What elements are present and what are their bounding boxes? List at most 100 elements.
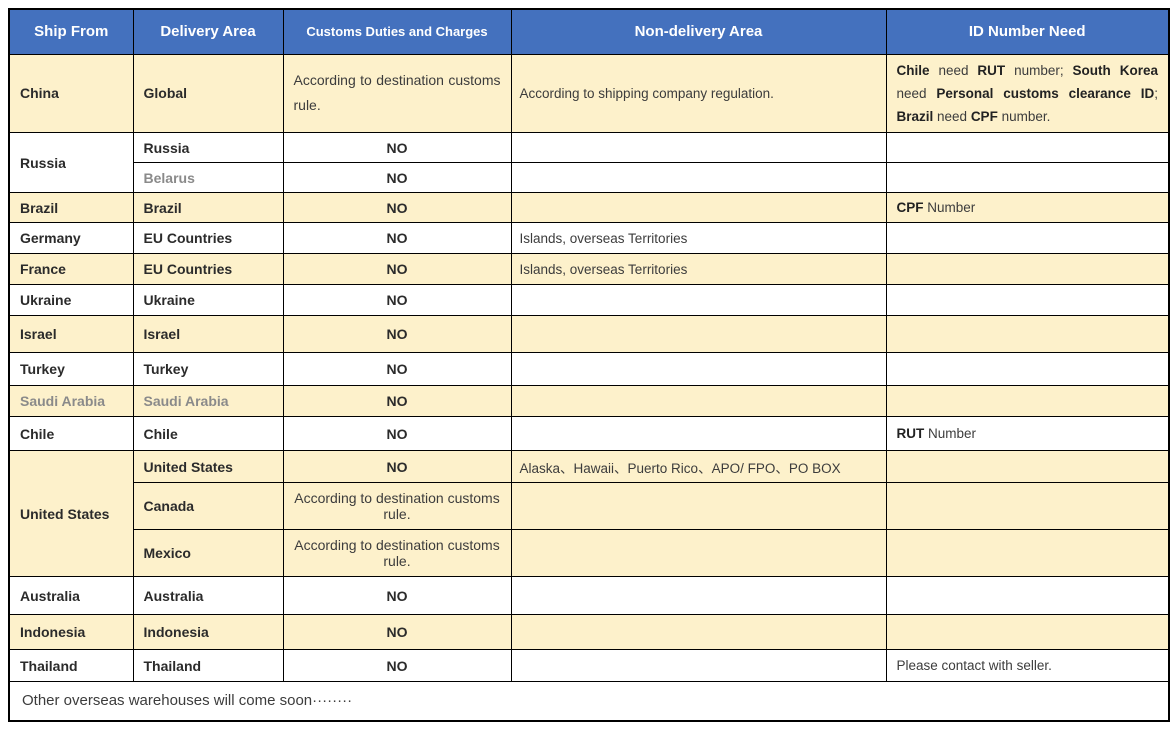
table-row: Ukraine Ukraine NO bbox=[8, 284, 1170, 317]
id-text-bold: Personal customs clearance ID bbox=[936, 85, 1155, 101]
id-text-bold: RUT bbox=[896, 426, 925, 442]
cell-ship-from: Thailand bbox=[8, 649, 134, 683]
cell-id-number-need bbox=[885, 253, 1170, 286]
cell-id-number-need: Chile need RUT number; South Korea need … bbox=[885, 53, 1170, 134]
table-row: United States United States NO Alaska、Hawai… bbox=[8, 450, 1170, 578]
cell-id-number-need: Please contact with seller. bbox=[885, 649, 1170, 683]
table-row: Israel Israel NO bbox=[8, 315, 1170, 354]
cell-customs-duties: NO bbox=[282, 450, 512, 484]
cell-ship-from: Saudi Arabia bbox=[8, 385, 134, 418]
table-head: Ship From Delivery Area Customs Duties and… bbox=[8, 8, 1170, 55]
cell-id-number-need bbox=[885, 222, 1170, 255]
cell-delivery-area: Ukraine bbox=[132, 284, 284, 317]
cell-id-number-need bbox=[885, 284, 1170, 317]
cell-id-number-need bbox=[885, 132, 1170, 164]
table-row: Brazil Brazil NO CPF Number bbox=[8, 192, 1170, 224]
cell-delivery-area: Brazil bbox=[132, 192, 284, 224]
table-row: Indonesia Indonesia NO bbox=[8, 614, 1170, 651]
table-row: Russia Russia NO bbox=[8, 132, 1170, 194]
table-row: Mexico According to destination customs r… bbox=[9, 529, 1170, 578]
id-text-bold: South Korea bbox=[1072, 62, 1158, 78]
cell-customs-duties: According to destination customs rule. bbox=[282, 482, 512, 531]
cell-non-delivery-area bbox=[510, 529, 887, 578]
cell-ship-from: Australia bbox=[8, 576, 134, 616]
table-row: Canada According to destination customs r… bbox=[9, 482, 1170, 531]
cell-delivery-area: Canada bbox=[132, 482, 284, 531]
cell-delivery-area: United States bbox=[132, 450, 284, 484]
cell-non-delivery-area bbox=[510, 385, 887, 418]
cell-customs-duties: NO bbox=[282, 253, 512, 286]
cell-customs-duties: NO bbox=[282, 576, 512, 616]
table-row: Thailand Thailand NO Please contact with se… bbox=[8, 649, 1170, 683]
cell-delivery-area: Mexico bbox=[132, 529, 284, 578]
col-header-delivery-area: Delivery Area bbox=[132, 8, 284, 55]
cell-ship-from: Chile bbox=[8, 416, 134, 452]
table-row: China Global According to destination cust… bbox=[8, 53, 1170, 134]
shipping-info-table: Ship From Delivery Area Customs Duties and… bbox=[8, 8, 1170, 722]
cell-ship-from: Brazil bbox=[8, 192, 134, 224]
cell-delivery-area: Chile bbox=[132, 416, 284, 452]
cell-non-delivery-area: Alaska、Hawaii、Puerto Rico、APO/ FPO、PO BO… bbox=[510, 450, 887, 484]
id-text-bold: RUT bbox=[977, 62, 1006, 78]
cell-customs-duties: NO bbox=[282, 416, 512, 452]
cell-delivery-area: Australia bbox=[132, 576, 284, 616]
col-header-customs-duties: Customs Duties and Charges bbox=[282, 8, 512, 55]
cell-customs-duties: NO bbox=[282, 614, 512, 651]
cell-non-delivery-area bbox=[510, 315, 887, 354]
cell-customs-duties: According to destination customs rule. bbox=[282, 529, 512, 578]
cell-id-number-need bbox=[885, 162, 1170, 194]
table-row: Australia Australia NO bbox=[8, 576, 1170, 616]
cell-ship-from: France bbox=[8, 253, 134, 286]
cell-ship-from: Russia bbox=[8, 132, 134, 194]
cell-non-delivery-area bbox=[510, 614, 887, 651]
col-header-id-number-need: ID Number Need bbox=[885, 8, 1170, 55]
cell-non-delivery-area bbox=[510, 416, 887, 452]
cell-id-number-need bbox=[885, 614, 1170, 651]
cell-non-delivery-area bbox=[510, 162, 887, 194]
cell-delivery-area: Indonesia bbox=[132, 614, 284, 651]
cell-customs-duties: NO bbox=[282, 284, 512, 317]
cell-non-delivery-area: Islands, overseas Territories bbox=[510, 222, 887, 255]
cell-id-number-need bbox=[885, 576, 1170, 616]
cell-non-delivery-area: According to shipping company regulation… bbox=[510, 53, 887, 134]
cell-delivery-area: Saudi Arabia bbox=[132, 385, 284, 418]
id-text-bold: Chile bbox=[896, 62, 930, 78]
table-row: Saudi Arabia Saudi Arabia NO bbox=[8, 385, 1170, 418]
cell-customs-duties: According to destination customs rule. bbox=[282, 53, 512, 134]
footer-row: Other overseas warehouses will come soon… bbox=[8, 681, 1170, 722]
cell-ship-from: Ukraine bbox=[8, 284, 134, 317]
table-row: France EU Countries NO Islands, overseas Te… bbox=[8, 253, 1170, 286]
cell-ship-from: Israel bbox=[8, 315, 134, 354]
cell-customs-duties: NO bbox=[282, 649, 512, 683]
id-text: need bbox=[933, 108, 971, 124]
cell-delivery-area: EU Countries bbox=[132, 253, 284, 286]
cell-delivery-area: Turkey bbox=[132, 352, 284, 387]
cell-non-delivery-area bbox=[510, 482, 887, 531]
cell-customs-duties: NO bbox=[282, 132, 512, 164]
table-row: Germany EU Countries NO Islands, overseas T… bbox=[8, 222, 1170, 255]
cell-delivery-area: Belarus bbox=[132, 162, 284, 194]
cell-non-delivery-area bbox=[510, 576, 887, 616]
cell-customs-duties: NO bbox=[282, 315, 512, 354]
cell-id-number-need bbox=[885, 482, 1170, 531]
table-row: Belarus NO bbox=[9, 162, 1170, 194]
id-text: Number bbox=[924, 426, 977, 442]
header-row: Ship From Delivery Area Customs Duties and… bbox=[8, 8, 1170, 55]
id-text: need bbox=[929, 62, 978, 78]
cell-id-number-need bbox=[885, 315, 1170, 354]
cell-customs-duties: NO bbox=[282, 192, 512, 224]
cell-ship-from: Germany bbox=[8, 222, 134, 255]
cell-id-number-need bbox=[885, 450, 1170, 484]
id-text-bold: Brazil bbox=[896, 108, 934, 124]
cell-id-number-need: CPF Number bbox=[885, 192, 1170, 224]
id-text: number; bbox=[1005, 62, 1073, 78]
cell-customs-duties: NO bbox=[282, 352, 512, 387]
col-header-ship-from: Ship From bbox=[8, 8, 134, 55]
footer-note: Other overseas warehouses will come soon… bbox=[8, 681, 1170, 722]
cell-delivery-area: Israel bbox=[132, 315, 284, 354]
id-text-bold: CPF bbox=[896, 200, 924, 216]
id-text: ; bbox=[1154, 85, 1158, 101]
cell-delivery-area: Thailand bbox=[132, 649, 284, 683]
cell-customs-duties: NO bbox=[282, 385, 512, 418]
